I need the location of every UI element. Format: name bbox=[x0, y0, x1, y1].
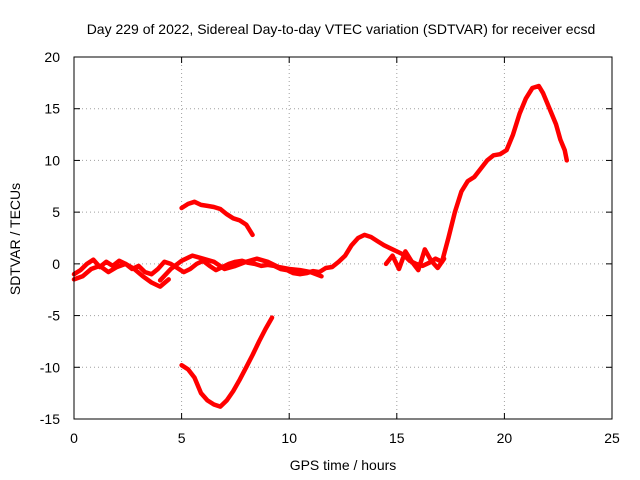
y-tick-label: 20 bbox=[44, 49, 60, 65]
y-tick-label: -15 bbox=[40, 411, 60, 427]
series-line-lower-segment bbox=[179, 315, 275, 409]
y-axis-label: SDTVAR / TECUs bbox=[7, 183, 23, 295]
series-layer bbox=[71, 83, 570, 409]
series-line-morning-loop bbox=[157, 253, 324, 283]
x-tick-label: 10 bbox=[281, 430, 297, 446]
x-axis-label: GPS time / hours bbox=[290, 457, 397, 473]
y-tick-label: 15 bbox=[44, 101, 60, 117]
series-line-upper-segment bbox=[179, 199, 255, 238]
x-tick-label: 5 bbox=[178, 430, 186, 446]
series-line-main bbox=[71, 83, 570, 277]
plot-frame bbox=[73, 56, 613, 420]
x-tick-label: 15 bbox=[389, 430, 405, 446]
x-tick-label: 20 bbox=[497, 430, 513, 446]
y-tick-label: 5 bbox=[52, 204, 60, 220]
y-tick-label: -5 bbox=[48, 308, 61, 324]
y-tick-label: 0 bbox=[52, 256, 60, 272]
series-line-evening-wiggle bbox=[383, 247, 447, 273]
x-tick-label: 0 bbox=[70, 430, 78, 446]
y-tick-label: 10 bbox=[44, 152, 60, 168]
ticks-layer: 0 5 10 15 20 25 -15 -10 -5 0 5 10 15 20 bbox=[40, 49, 620, 446]
y-tick-label: -10 bbox=[40, 359, 60, 375]
x-tick-label: 25 bbox=[604, 430, 620, 446]
grid-layer bbox=[74, 57, 612, 419]
chart-title: Day 229 of 2022, Sidereal Day-to-day VTE… bbox=[87, 21, 596, 37]
series-line-start bbox=[71, 261, 171, 289]
